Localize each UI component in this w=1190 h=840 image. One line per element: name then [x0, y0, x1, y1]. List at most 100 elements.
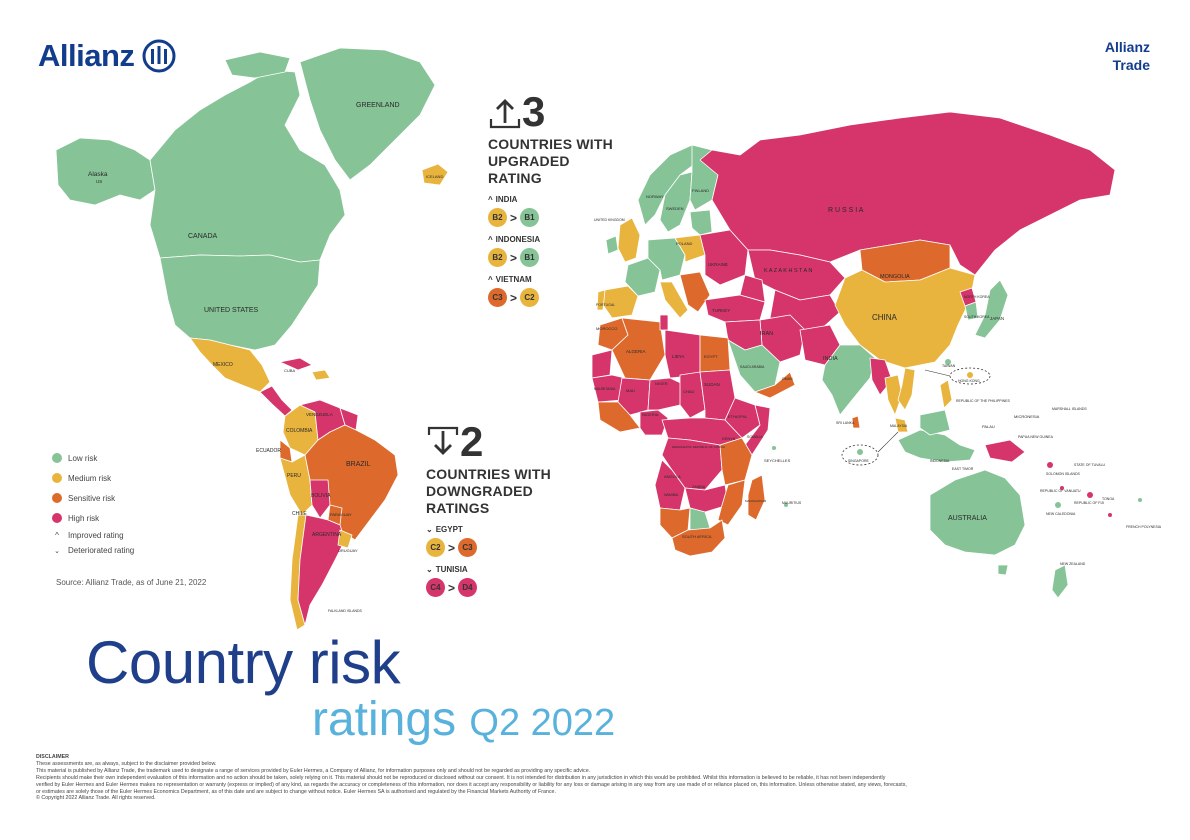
- label-hong-kong: HONG KONG: [958, 379, 980, 383]
- title-line2-quarter: Q2 2022: [469, 702, 616, 744]
- label-new-zealand: NEW ZEALAND: [1060, 562, 1086, 566]
- title-line1: Country risk: [86, 629, 401, 696]
- rating-change-country: ^ INDONESIA: [488, 235, 613, 244]
- country-name: INDONESIA: [495, 235, 541, 244]
- region-tunisia: [659, 314, 669, 331]
- label-tonga: TONGA: [1102, 497, 1115, 501]
- rating-change-country: ^ INDIA: [488, 195, 613, 204]
- upgrade-arrow-icon: [489, 99, 521, 129]
- allianz-eagle-icon: [142, 39, 176, 73]
- legend-label: High risk: [68, 513, 100, 523]
- disclaimer-line: Recipients should make their own indepen…: [36, 774, 886, 781]
- label-micronesia: MICRONESIA: [1014, 414, 1040, 419]
- label-brazil: BRAZIL: [346, 461, 371, 468]
- region-japan: [974, 279, 1009, 339]
- disclaimer-line: or estimates are solely those of the Eul…: [36, 788, 556, 795]
- rating-change-row: C3 > C2: [488, 288, 613, 307]
- label-greenland: GREENLAND: [356, 102, 400, 109]
- country-name: VIETNAM: [495, 275, 532, 284]
- region-philippines: [939, 379, 953, 409]
- label-indonesia: INDONESIA: [930, 459, 950, 463]
- legend-improved: ^ Improved rating: [52, 528, 134, 543]
- region-tasmania: [997, 564, 1009, 576]
- region-chad: [679, 371, 706, 419]
- upgraded-count: 3: [522, 88, 546, 135]
- label-oman: OMAN: [782, 377, 793, 381]
- label-australia: AUSTRALIA: [948, 515, 987, 522]
- label-singapore: SINGAPORE: [848, 459, 869, 463]
- logo-wordmark: Allianz: [38, 38, 135, 73]
- label-ecuador: ECUADOR: [256, 448, 281, 454]
- rating-change-country: ⌄ EGYPT: [426, 525, 551, 534]
- rating-from-badge: C4: [426, 578, 445, 597]
- region-thailand: [884, 374, 903, 416]
- label-russia: R U S S I A: [828, 207, 864, 214]
- label-sri-lanka: SRI LANKA: [836, 421, 855, 425]
- island-new-caledonia: [1055, 502, 1061, 508]
- rating-change-row: C2 > C3: [426, 538, 551, 557]
- label-madagascar: MADAGASCAR: [745, 499, 767, 503]
- region-oman-yemen: [754, 371, 796, 399]
- rating-change-row: B2 > B1: [488, 208, 613, 227]
- region-caucasus: [739, 274, 766, 303]
- region-greenland: [299, 47, 436, 181]
- rating-from-badge: B2: [488, 208, 507, 227]
- downgraded-headline-2: DOWNGRADED: [426, 483, 533, 499]
- region-borneo: [919, 409, 951, 436]
- chevron-up-icon: ^: [55, 531, 59, 540]
- region-poland: [674, 234, 706, 263]
- upgraded-headline-3: RATING: [488, 170, 542, 186]
- region-central-america: [259, 385, 293, 417]
- island-taiwan: [945, 359, 951, 365]
- source-note: Source: Allianz Trade, as of June 21, 20…: [56, 578, 207, 587]
- label-kazakhstan: K A Z A K H S T A N: [764, 268, 812, 274]
- label-tuvalu: STATE OF TUVALU: [1074, 463, 1106, 467]
- label-morocco: MOROCCO: [596, 326, 617, 331]
- label-norway: NORWAY: [646, 194, 664, 199]
- brand-line2: Trade: [1112, 57, 1150, 73]
- region-uruguay: [337, 529, 353, 549]
- label-south-korea: SOUTH KOREA: [964, 315, 990, 319]
- region-malaysia: [894, 417, 909, 433]
- downgraded-headline: COUNTRIES WITH DOWNGRADED RATINGS: [426, 466, 551, 517]
- label-philippines: REPUBLIC OF THE PHILIPPINES: [956, 399, 1010, 403]
- label-french-polynesia: FRENCH POLYNESIA: [1126, 525, 1162, 529]
- label-iran: IRAN: [760, 331, 773, 337]
- label-mauritius: MAURITIUS: [782, 501, 802, 505]
- label-chile: CHILE: [292, 511, 307, 517]
- brand-line1: Allianz: [1104, 39, 1150, 55]
- downgraded-panel: 2 COUNTRIES WITH DOWNGRADED RATINGS ⌄ EGY…: [426, 418, 551, 597]
- region-india: [821, 344, 876, 416]
- allianz-logo: Allianz: [38, 38, 176, 74]
- label-drc: DEMOCRATIC REPUBLIC OF CONGO: [672, 445, 726, 449]
- legend-label: Sensitive risk: [68, 493, 116, 503]
- chevron-down-icon: ⌄: [426, 525, 433, 534]
- map-legend: Low risk Medium risk Sensitive risk High ri…: [52, 448, 134, 558]
- region-sweden: [659, 171, 693, 233]
- label-venezuela: VENEZUELA: [306, 412, 333, 417]
- island-vanuatu: [1060, 486, 1064, 490]
- label-canada: CANADA: [188, 233, 218, 240]
- label-malaysia: MALAYSIA: [890, 424, 908, 428]
- downgrade-arrow-icon: [427, 426, 459, 455]
- downgraded-headline-1: COUNTRIES WITH: [426, 466, 551, 482]
- legend-swatch: [52, 513, 62, 523]
- rating-to-badge: C2: [520, 288, 540, 307]
- disclaimer-line: These assessments are, as always, subjec…: [36, 760, 217, 767]
- disclaimer-line: © Copyright 2022 Allianz Trade. All righ…: [36, 795, 156, 802]
- region-saudi: [727, 339, 781, 393]
- region-png: [984, 439, 1026, 463]
- label-png: PAPUA NEW GUINEA: [1018, 435, 1054, 439]
- label-iceland: ICELAND: [426, 174, 443, 179]
- region-portugal: [596, 289, 606, 311]
- upgraded-list: ^ INDIA B2 > B1 ^ INDONESIA B2 > B1 ^ VIETNAM C3 > C2: [488, 195, 613, 307]
- label-angola: ANGOLA: [664, 474, 681, 479]
- island-french-polynesia: [1138, 498, 1142, 502]
- region-alaska: [55, 137, 156, 206]
- label-uruguay: URUGUAY: [338, 548, 358, 553]
- label-ethiopia: ETHIOPIA: [728, 414, 747, 419]
- legend-deteriorated-label: Deteriorated rating: [68, 546, 135, 555]
- rating-to-badge: D4: [458, 578, 478, 597]
- arrow-right-icon: >: [448, 540, 456, 555]
